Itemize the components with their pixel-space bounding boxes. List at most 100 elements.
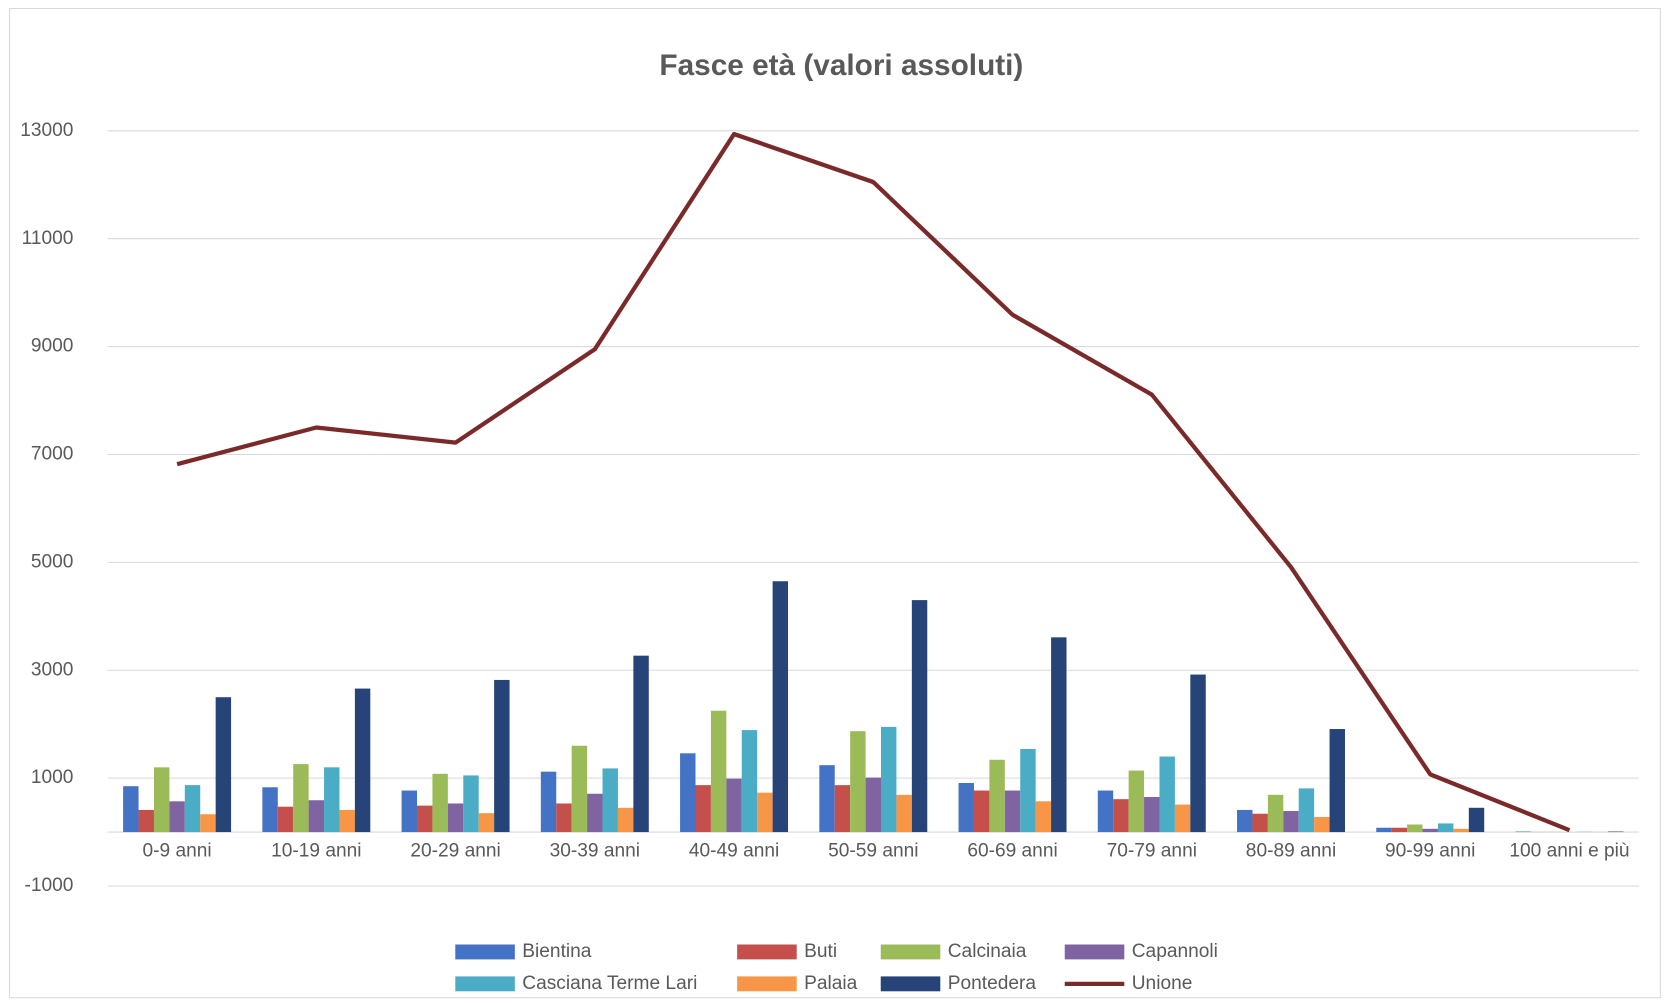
bar xyxy=(989,759,1005,833)
legend-swatch xyxy=(737,976,797,992)
bar xyxy=(215,697,232,833)
legend-swatch xyxy=(455,976,515,992)
bar xyxy=(308,800,325,833)
legend-swatch xyxy=(880,944,941,960)
bar xyxy=(1020,748,1036,833)
bar xyxy=(354,688,371,833)
bar xyxy=(1391,827,1408,833)
legend-label: Palaia xyxy=(804,973,858,994)
bar xyxy=(1113,799,1129,833)
bar xyxy=(850,731,866,833)
bar xyxy=(757,792,773,833)
bar xyxy=(1174,804,1191,833)
bar xyxy=(1128,770,1145,833)
x-tick-label: 50-59 anni xyxy=(828,840,918,861)
bar xyxy=(200,814,216,833)
bar xyxy=(772,581,789,833)
bar xyxy=(1097,790,1114,833)
bar xyxy=(1515,831,1531,833)
bar xyxy=(710,710,727,833)
bar xyxy=(896,794,912,833)
y-tick-label: 3000 xyxy=(31,659,74,680)
bar xyxy=(1144,796,1160,833)
bar xyxy=(540,771,557,833)
bar xyxy=(262,787,278,833)
bar xyxy=(432,773,448,833)
bar xyxy=(123,786,139,833)
bar xyxy=(1437,823,1454,833)
bar xyxy=(184,785,201,833)
bar xyxy=(478,813,495,833)
bar xyxy=(819,765,835,833)
y-tick-label: 11000 xyxy=(22,228,74,249)
bar xyxy=(1252,813,1268,833)
bar xyxy=(1468,807,1485,833)
bar xyxy=(1453,828,1469,833)
x-tick-label: 90-99 anni xyxy=(1385,840,1475,861)
legend-label: Bientina xyxy=(522,941,591,962)
bar xyxy=(1190,674,1206,833)
bar xyxy=(726,778,742,833)
bar xyxy=(958,782,974,833)
bar xyxy=(680,753,696,833)
y-tick-label: 1000 xyxy=(31,767,74,788)
bar xyxy=(741,730,758,833)
line xyxy=(176,131,1571,833)
bar xyxy=(587,793,603,833)
bar xyxy=(973,790,990,833)
bar xyxy=(1035,801,1052,833)
x-tick-label: 80-89 anni xyxy=(1246,840,1336,861)
bar xyxy=(401,790,418,833)
bar xyxy=(138,809,154,833)
y-tick-label: 5000 xyxy=(31,551,74,572)
x-tick-label: 40-49 anni xyxy=(689,840,779,861)
bar xyxy=(277,806,294,833)
bar xyxy=(865,777,882,833)
y-tick-label: 7000 xyxy=(31,444,74,465)
legend-swatch xyxy=(880,976,941,992)
bar xyxy=(1298,788,1315,833)
x-tick-label: 70-79 anni xyxy=(1107,840,1197,861)
legend-label: Unione xyxy=(1132,973,1193,994)
x-tick-label: 20-29 anni xyxy=(410,840,500,861)
legend-swatch xyxy=(737,944,797,960)
bar xyxy=(1608,831,1624,833)
x-tick-label: 100 anni e più xyxy=(1509,840,1629,861)
bar xyxy=(556,803,572,833)
bar xyxy=(881,726,897,833)
bar xyxy=(834,785,851,833)
bar xyxy=(447,803,464,833)
y-tick-label: 9000 xyxy=(31,336,74,357)
bar xyxy=(1376,827,1392,833)
legend-swatch xyxy=(455,944,515,960)
bar xyxy=(1407,824,1423,833)
bar xyxy=(1159,756,1175,833)
y-tick-label: 13000 xyxy=(20,120,73,141)
bar xyxy=(1004,790,1021,833)
bar xyxy=(1237,809,1253,833)
bar xyxy=(633,655,649,833)
bar xyxy=(417,805,433,833)
bar xyxy=(1267,794,1284,833)
bar xyxy=(169,801,185,833)
bar xyxy=(1283,811,1299,833)
bar xyxy=(339,809,355,833)
legend-label: Pontedera xyxy=(948,973,1037,994)
bar xyxy=(1314,816,1330,833)
bar xyxy=(911,600,928,833)
bar xyxy=(153,767,170,833)
legend-label: Casciana Terme Lari xyxy=(522,973,697,994)
x-tick-label: 60-69 anni xyxy=(967,840,1057,861)
bar xyxy=(695,785,711,833)
bar xyxy=(1051,637,1067,833)
legend-label: Buti xyxy=(804,941,837,962)
bar xyxy=(1422,828,1438,833)
chart-title: Fasce età (valori assoluti) xyxy=(659,49,1023,82)
x-tick-label: 0-9 anni xyxy=(143,840,212,861)
legend-label: Capannoli xyxy=(1132,941,1218,962)
bar xyxy=(571,745,588,833)
legend-swatch xyxy=(1064,944,1125,960)
x-tick-label: 10-19 anni xyxy=(271,840,361,861)
bar xyxy=(494,679,510,833)
